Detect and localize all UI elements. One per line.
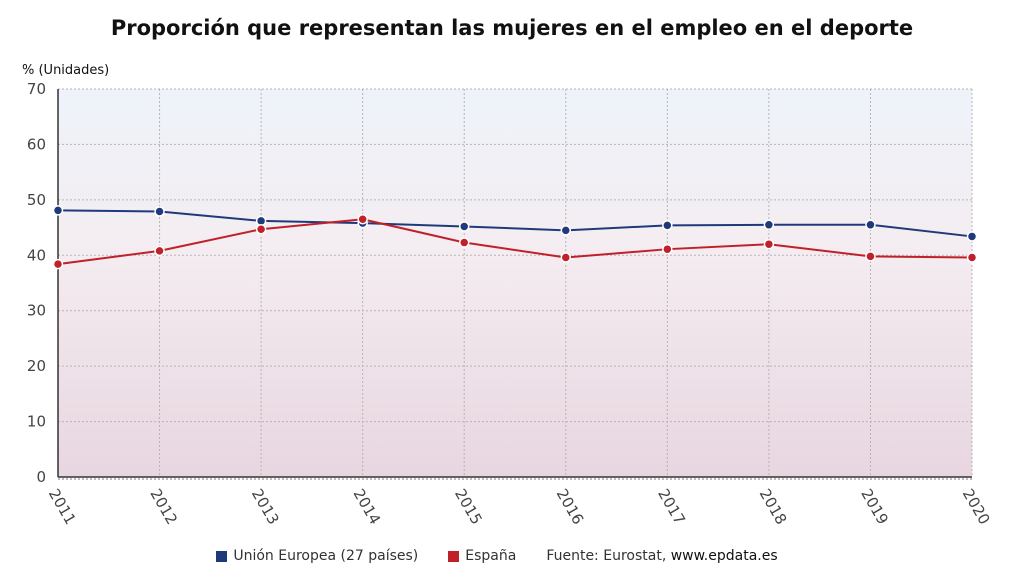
data-point-1[interactable] — [357, 214, 368, 225]
data-point-1[interactable] — [255, 223, 267, 235]
x-tick-label: 2013 — [248, 486, 283, 528]
x-tick-label: 2016 — [553, 486, 588, 528]
data-point-0[interactable] — [458, 221, 470, 232]
data-point-0[interactable] — [662, 220, 673, 231]
y-tick-label: 20 — [27, 357, 46, 375]
data-point-1[interactable] — [865, 251, 876, 262]
x-tick-label: 2011 — [45, 486, 80, 528]
y-tick-label: 50 — [27, 191, 46, 209]
source-note: Fuente: Eurostat, www.epdata.es — [546, 548, 777, 564]
y-tick-label: 60 — [27, 135, 46, 153]
data-point-1[interactable] — [560, 252, 572, 263]
data-point-1[interactable] — [763, 238, 775, 250]
legend-swatch-eu — [216, 550, 228, 562]
y-axis-unit-label: % (Unidades) — [22, 63, 110, 78]
y-tick-label: 10 — [27, 413, 46, 431]
data-point-0[interactable] — [52, 205, 64, 216]
legend: Unión Europea (27 países) España Fuente:… — [0, 548, 1024, 564]
legend-item-eu: Unión Europea (27 países) — [216, 548, 418, 564]
series-line-1 — [57, 218, 973, 266]
data-point-0[interactable] — [763, 219, 775, 231]
y-tick-label: 0 — [36, 468, 46, 486]
data-point-0[interactable] — [865, 219, 876, 231]
x-tick-label: 2015 — [451, 486, 486, 528]
data-point-0[interactable] — [966, 231, 978, 242]
axes — [57, 89, 972, 480]
source-link[interactable]: www.epdata.es — [670, 548, 778, 564]
x-tick-label: 2020 — [959, 486, 994, 528]
source-label: Fuente: Eurostat, — [546, 548, 667, 564]
plot-background — [58, 89, 972, 477]
x-tick-label: 2012 — [146, 486, 181, 528]
data-point-1[interactable] — [154, 245, 165, 257]
legend-label-spain: España — [465, 548, 517, 564]
legend-label-eu: Unión Europea (27 países) — [233, 548, 419, 564]
data-point-1[interactable] — [966, 252, 978, 263]
data-point-1[interactable] — [458, 237, 470, 248]
data-point-0[interactable] — [154, 206, 165, 217]
x-tick-label: 2014 — [350, 486, 385, 528]
x-axis-ticks: 2011 2012 2013 2014 2015 2016 2017 2018 2019 2020 — [45, 486, 994, 528]
grid-lines — [58, 88, 973, 477]
y-tick-label: 30 — [27, 302, 46, 320]
y-axis-ticks: 0 10 20 30 40 50 60 70 — [27, 80, 46, 486]
data-point-1[interactable] — [52, 258, 64, 270]
chart-title: Proporción que representan las mujeres e… — [110, 16, 914, 40]
data-point-1[interactable] — [662, 243, 673, 255]
series-lines — [52, 205, 978, 270]
x-tick-label: 2019 — [857, 486, 892, 528]
x-tick-label: 2017 — [654, 486, 689, 528]
plot-area — [58, 89, 972, 477]
legend-swatch-spain — [448, 550, 460, 562]
x-tick-label: 2018 — [756, 486, 791, 528]
data-point-0[interactable] — [560, 225, 572, 236]
legend-item-spain: España — [448, 548, 516, 564]
y-tick-label: 70 — [27, 80, 46, 98]
series-line-0 — [57, 209, 973, 238]
y-tick-label: 40 — [27, 246, 46, 264]
